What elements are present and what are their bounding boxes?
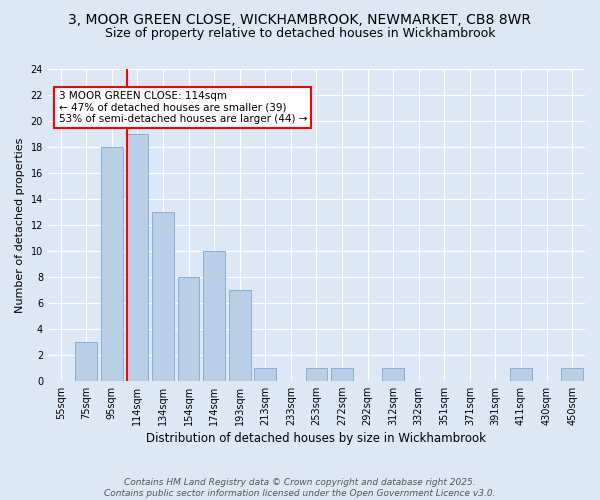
Y-axis label: Number of detached properties: Number of detached properties [15, 137, 25, 312]
Bar [510, 368, 532, 380]
Bar [76, 342, 97, 380]
Bar [331, 368, 353, 380]
Bar [562, 368, 583, 380]
Bar [254, 368, 276, 380]
Bar [382, 368, 404, 380]
Bar [127, 134, 148, 380]
Bar [203, 251, 225, 380]
Bar [305, 368, 328, 380]
Bar [101, 147, 123, 380]
X-axis label: Distribution of detached houses by size in Wickhambrook: Distribution of detached houses by size … [146, 432, 487, 445]
Text: 3, MOOR GREEN CLOSE, WICKHAMBROOK, NEWMARKET, CB8 8WR: 3, MOOR GREEN CLOSE, WICKHAMBROOK, NEWMA… [68, 12, 532, 26]
Bar [178, 277, 199, 380]
Text: Size of property relative to detached houses in Wickhambrook: Size of property relative to detached ho… [105, 28, 495, 40]
Bar [229, 290, 251, 380]
Text: 3 MOOR GREEN CLOSE: 114sqm
← 47% of detached houses are smaller (39)
53% of semi: 3 MOOR GREEN CLOSE: 114sqm ← 47% of deta… [59, 91, 307, 124]
Text: Contains HM Land Registry data © Crown copyright and database right 2025.
Contai: Contains HM Land Registry data © Crown c… [104, 478, 496, 498]
Bar [152, 212, 174, 380]
